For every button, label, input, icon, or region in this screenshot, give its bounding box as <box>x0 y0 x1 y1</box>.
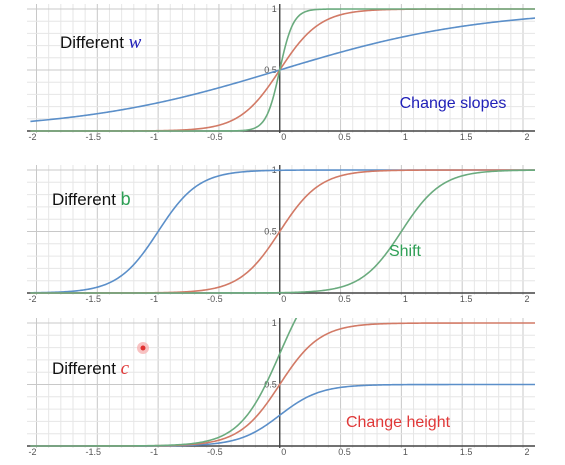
x-tick-label: 0 <box>281 447 286 457</box>
panel-label: Different b <box>52 189 131 209</box>
panel-label-prefix: Different <box>60 33 129 52</box>
panel-label-variable: w <box>129 32 142 53</box>
chart-panel-1: -2 -1.5 -1 -0.5 0 0.5 1 1.5 2 0.5 1 Different w Chan… <box>27 4 535 142</box>
x-tick-label: -2 <box>28 294 36 304</box>
x-tick-label: 2 <box>524 132 529 142</box>
x-tick-label: 2 <box>524 447 529 457</box>
series-line-blue <box>30 17 535 123</box>
x-tick-label: -0.5 <box>207 132 223 142</box>
x-tick-label: 0.5 <box>338 132 351 142</box>
x-tick-label: -0.5 <box>207 294 223 304</box>
panel-label-variable: b <box>121 189 131 209</box>
panel-label-prefix: Different <box>52 359 121 378</box>
x-tick-label: 1 <box>403 447 408 457</box>
x-tick-label: -1 <box>150 447 158 457</box>
x-tick-label: 0.5 <box>338 447 351 457</box>
series-line-green <box>30 169 535 294</box>
panel-label-prefix: Different <box>52 190 121 209</box>
y-tick-label: 0.5 <box>264 65 277 75</box>
chart-panel-3: -2 -1.5 -1 -0.5 0 0.5 1 1.5 2 0.5 1 Different c Chan… <box>27 318 535 457</box>
x-tick-label: 0 <box>281 132 286 142</box>
x-tick-label: -2 <box>28 132 36 142</box>
x-tick-label: 2 <box>524 294 529 304</box>
x-tick-label: 1 <box>403 132 408 142</box>
y-tick-label: 0.5 <box>264 227 277 237</box>
x-tick-label: -1 <box>150 294 158 304</box>
panel-note: Shift <box>389 243 422 260</box>
x-tick-label: -1.5 <box>86 447 102 457</box>
y-tick-label: 0.5 <box>264 380 277 390</box>
x-tick-label: -2 <box>28 447 36 457</box>
x-tick-label: 0.5 <box>338 294 351 304</box>
panel-label: Different c <box>52 358 130 379</box>
x-tick-label: -1.5 <box>86 132 102 142</box>
x-tick-label: -1.5 <box>86 294 102 304</box>
grid <box>27 4 535 133</box>
panel-label: Different w <box>60 32 142 53</box>
x-tick-label: -1 <box>150 132 158 142</box>
x-tick-label: 1.5 <box>460 294 473 304</box>
series-line-blue <box>30 383 535 447</box>
y-tick-label: 1 <box>272 318 277 328</box>
y-tick-label: 1 <box>272 4 277 14</box>
panel-label-variable: c <box>121 358 130 379</box>
x-tick-label: 1.5 <box>460 132 473 142</box>
series-line-green <box>30 8 535 132</box>
cursor-dot <box>137 342 149 354</box>
panel-note: Change slopes <box>400 95 507 112</box>
series-line-green <box>30 318 298 447</box>
x-tick-label: 0 <box>281 294 286 304</box>
x-tick-label: -0.5 <box>207 447 223 457</box>
x-tick-label: 1 <box>403 294 408 304</box>
x-tick-label: 1.5 <box>460 447 473 457</box>
panel-note: Change height <box>346 414 451 431</box>
